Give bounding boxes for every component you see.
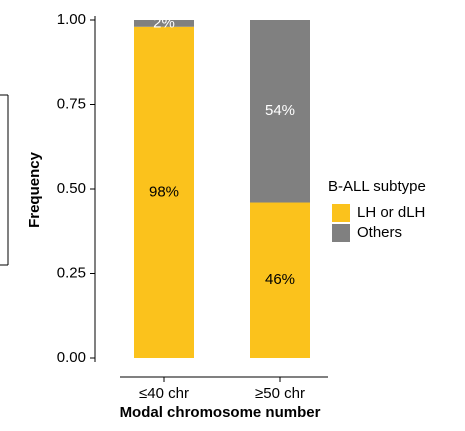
data-label: 46%	[265, 271, 295, 288]
x-tick-label: ≥50 chr	[255, 385, 305, 402]
bar-segment	[134, 26, 194, 358]
y-tick-label: 0.00	[57, 349, 86, 366]
data-label: 2%	[153, 14, 175, 31]
data-label: 54%	[265, 102, 295, 119]
bar-segment	[134, 20, 194, 27]
x-tick-label: ≤40 chr	[139, 385, 189, 402]
legend-swatch	[332, 224, 350, 242]
data-label: 98%	[149, 183, 179, 200]
y-tick-label: 0.25	[57, 264, 86, 281]
bar-segment	[250, 202, 310, 358]
y-tick-label: 1.00	[57, 11, 86, 28]
y-axis-title: Frequency	[26, 151, 43, 228]
legend-title: B-ALL subtype	[328, 178, 426, 195]
y-tick-label: 0.50	[57, 180, 86, 197]
y-tick-label: 0.75	[57, 95, 86, 112]
legend-label: LH or dLH	[357, 204, 425, 221]
legend-swatch	[332, 204, 350, 222]
x-axis-title: Modal chromosome number	[120, 404, 321, 421]
bar-segment	[250, 20, 310, 203]
legend-label: Others	[357, 224, 402, 241]
